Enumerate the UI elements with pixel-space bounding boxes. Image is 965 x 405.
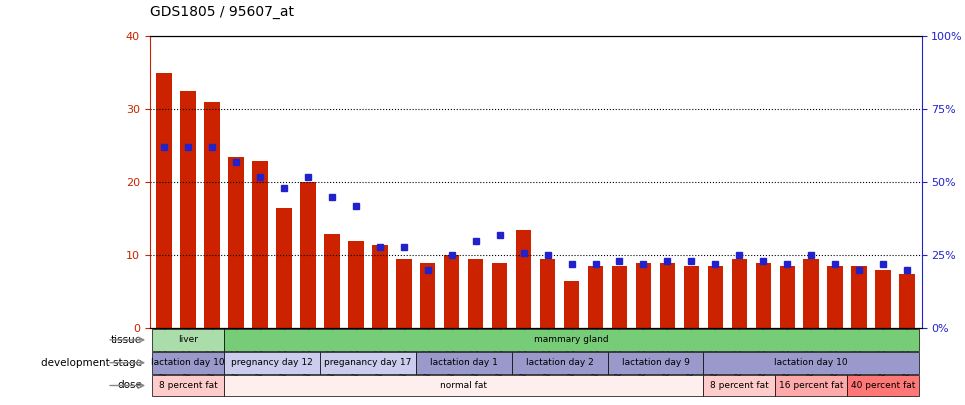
Bar [444, 256, 459, 328]
Bar [348, 241, 364, 328]
Bar [804, 259, 819, 328]
Bar [516, 230, 532, 328]
FancyBboxPatch shape [416, 352, 511, 374]
Bar [707, 266, 723, 328]
FancyBboxPatch shape [152, 352, 224, 374]
Text: lactation day 1: lactation day 1 [429, 358, 498, 367]
Bar [564, 281, 579, 328]
Text: liver: liver [178, 335, 198, 344]
FancyBboxPatch shape [703, 352, 920, 374]
Bar [300, 183, 316, 328]
FancyBboxPatch shape [224, 352, 319, 374]
FancyBboxPatch shape [511, 352, 608, 374]
Text: lactation day 2: lactation day 2 [526, 358, 593, 367]
Bar [660, 263, 676, 328]
Bar [324, 234, 340, 328]
Bar [420, 263, 435, 328]
Bar [180, 91, 196, 328]
Bar [539, 259, 555, 328]
Text: GDS1805 / 95607_at: GDS1805 / 95607_at [150, 5, 293, 19]
Text: 8 percent fat: 8 percent fat [710, 381, 769, 390]
Text: normal fat: normal fat [440, 381, 487, 390]
Text: pregnancy day 12: pregnancy day 12 [231, 358, 313, 367]
Bar [156, 73, 172, 328]
FancyBboxPatch shape [608, 352, 703, 374]
Bar [228, 157, 244, 328]
FancyBboxPatch shape [319, 352, 416, 374]
Bar [731, 259, 747, 328]
Bar [899, 274, 915, 328]
Text: lactation day 9: lactation day 9 [621, 358, 689, 367]
Bar [588, 266, 603, 328]
Text: tissue: tissue [111, 335, 142, 345]
Bar [276, 208, 291, 328]
Bar [851, 266, 867, 328]
Text: 16 percent fat: 16 percent fat [779, 381, 843, 390]
Bar [780, 266, 795, 328]
Text: lactation day 10: lactation day 10 [775, 358, 848, 367]
Bar [468, 259, 483, 328]
FancyBboxPatch shape [224, 375, 703, 396]
Text: mammary gland: mammary gland [535, 335, 609, 344]
Text: 8 percent fat: 8 percent fat [158, 381, 217, 390]
Text: dose: dose [117, 380, 142, 390]
Bar [612, 266, 627, 328]
Bar [205, 102, 220, 328]
Bar [827, 266, 843, 328]
FancyBboxPatch shape [152, 329, 224, 351]
Bar [372, 245, 388, 328]
Bar [683, 266, 700, 328]
Bar [396, 259, 411, 328]
FancyBboxPatch shape [224, 329, 920, 351]
Text: preganancy day 17: preganancy day 17 [324, 358, 411, 367]
FancyBboxPatch shape [152, 375, 224, 396]
Bar [875, 270, 891, 328]
FancyBboxPatch shape [703, 375, 775, 396]
Bar [756, 263, 771, 328]
Bar [252, 160, 267, 328]
Text: lactation day 10: lactation day 10 [152, 358, 225, 367]
Text: 40 percent fat: 40 percent fat [851, 381, 916, 390]
FancyBboxPatch shape [775, 375, 847, 396]
Text: development stage: development stage [41, 358, 142, 368]
Bar [492, 263, 508, 328]
FancyBboxPatch shape [847, 375, 920, 396]
Bar [636, 263, 651, 328]
